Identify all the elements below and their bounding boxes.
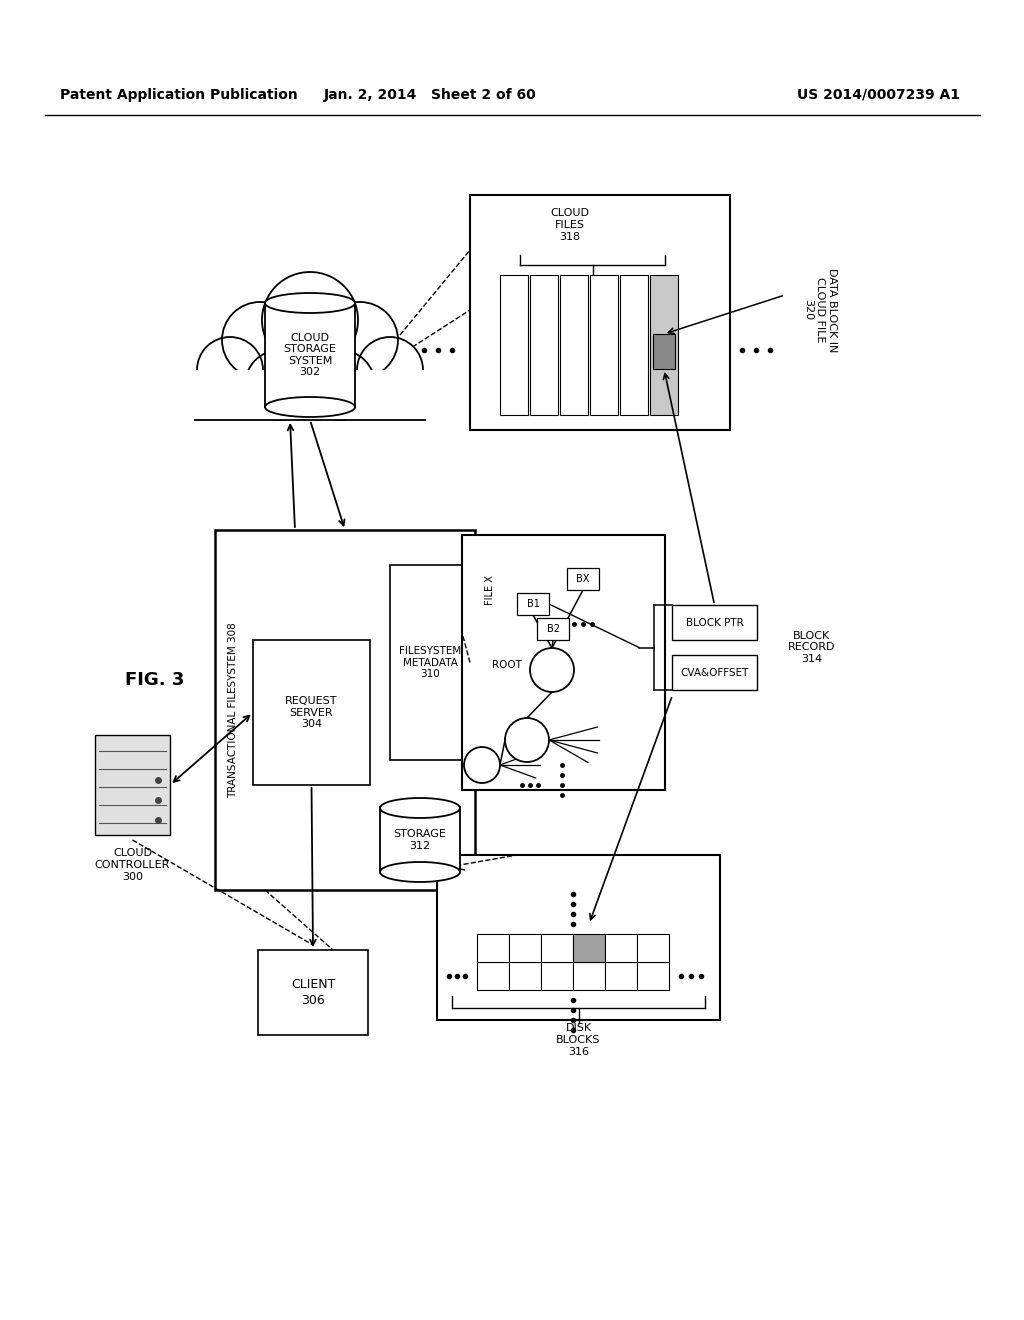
Ellipse shape	[380, 862, 460, 882]
Text: CLIENT
306: CLIENT 306	[291, 978, 335, 1006]
Text: Patent Application Publication: Patent Application Publication	[60, 88, 298, 102]
Bar	[637, 935, 669, 962]
Bar	[517, 593, 549, 615]
Bar	[509, 962, 541, 990]
Bar	[541, 962, 573, 990]
Bar	[672, 655, 757, 690]
Bar	[530, 275, 558, 414]
Ellipse shape	[265, 293, 355, 313]
Bar	[253, 640, 370, 785]
Text: DATA BLOCK IN
CLOUD FILE
320: DATA BLOCK IN CLOUD FILE 320	[804, 268, 837, 352]
Circle shape	[530, 648, 574, 692]
Circle shape	[322, 302, 398, 378]
Text: DISK
BLOCKS
316: DISK BLOCKS 316	[556, 1023, 601, 1056]
Circle shape	[464, 747, 500, 783]
Bar	[95, 735, 170, 836]
Bar	[620, 275, 648, 414]
Text: Jan. 2, 2014   Sheet 2 of 60: Jan. 2, 2014 Sheet 2 of 60	[324, 88, 537, 102]
Bar	[573, 935, 605, 962]
Circle shape	[222, 302, 298, 378]
Bar	[195, 370, 425, 420]
Text: B2: B2	[547, 624, 559, 634]
Bar	[672, 605, 757, 640]
Bar	[573, 962, 605, 990]
Text: B1: B1	[526, 599, 540, 609]
Text: FILESYSTEM
METADATA
310: FILESYSTEM METADATA 310	[399, 645, 461, 678]
Text: FIG. 3: FIG. 3	[125, 671, 184, 689]
Text: ROOT: ROOT	[493, 660, 522, 671]
Bar	[650, 275, 678, 414]
Text: BX: BX	[577, 574, 590, 583]
Circle shape	[305, 350, 375, 420]
Bar	[470, 195, 730, 430]
Bar	[258, 950, 368, 1035]
Bar	[560, 275, 588, 414]
Bar	[637, 962, 669, 990]
Text: REQUEST
SERVER
304: REQUEST SERVER 304	[286, 696, 338, 729]
Bar	[477, 935, 509, 962]
Text: STORAGE
312: STORAGE 312	[393, 829, 446, 851]
Bar	[500, 275, 528, 414]
Text: TRANSACTIONAL FILESYSTEM 308: TRANSACTIONAL FILESYSTEM 308	[228, 622, 238, 797]
Bar	[437, 855, 720, 1020]
Ellipse shape	[265, 397, 355, 417]
Circle shape	[197, 337, 263, 403]
Bar	[215, 531, 475, 890]
Bar	[380, 807, 460, 873]
Text: CLOUD
FILES
318: CLOUD FILES 318	[551, 209, 590, 242]
Text: CLOUD
STORAGE
SYSTEM
302: CLOUD STORAGE SYSTEM 302	[284, 333, 337, 378]
Bar	[390, 565, 470, 760]
Text: FILE X: FILE X	[485, 576, 495, 605]
Bar	[567, 568, 599, 590]
Text: CVA&OFFSET: CVA&OFFSET	[680, 668, 749, 677]
Text: CLOUD
CONTROLLER
300: CLOUD CONTROLLER 300	[95, 849, 170, 882]
Bar	[265, 302, 355, 407]
Circle shape	[357, 337, 423, 403]
Bar	[477, 962, 509, 990]
Bar	[509, 935, 541, 962]
Circle shape	[505, 718, 549, 762]
Text: US 2014/0007239 A1: US 2014/0007239 A1	[797, 88, 961, 102]
Text: BLOCK PTR: BLOCK PTR	[686, 618, 743, 627]
Bar	[462, 535, 665, 789]
Circle shape	[262, 272, 358, 368]
Bar	[605, 962, 637, 990]
Bar	[605, 935, 637, 962]
Bar	[541, 935, 573, 962]
Ellipse shape	[380, 799, 460, 818]
Circle shape	[245, 350, 315, 420]
Bar	[653, 334, 675, 370]
Text: BLOCK
RECORD
314: BLOCK RECORD 314	[788, 631, 836, 664]
Bar	[537, 618, 569, 640]
Bar	[590, 275, 618, 414]
